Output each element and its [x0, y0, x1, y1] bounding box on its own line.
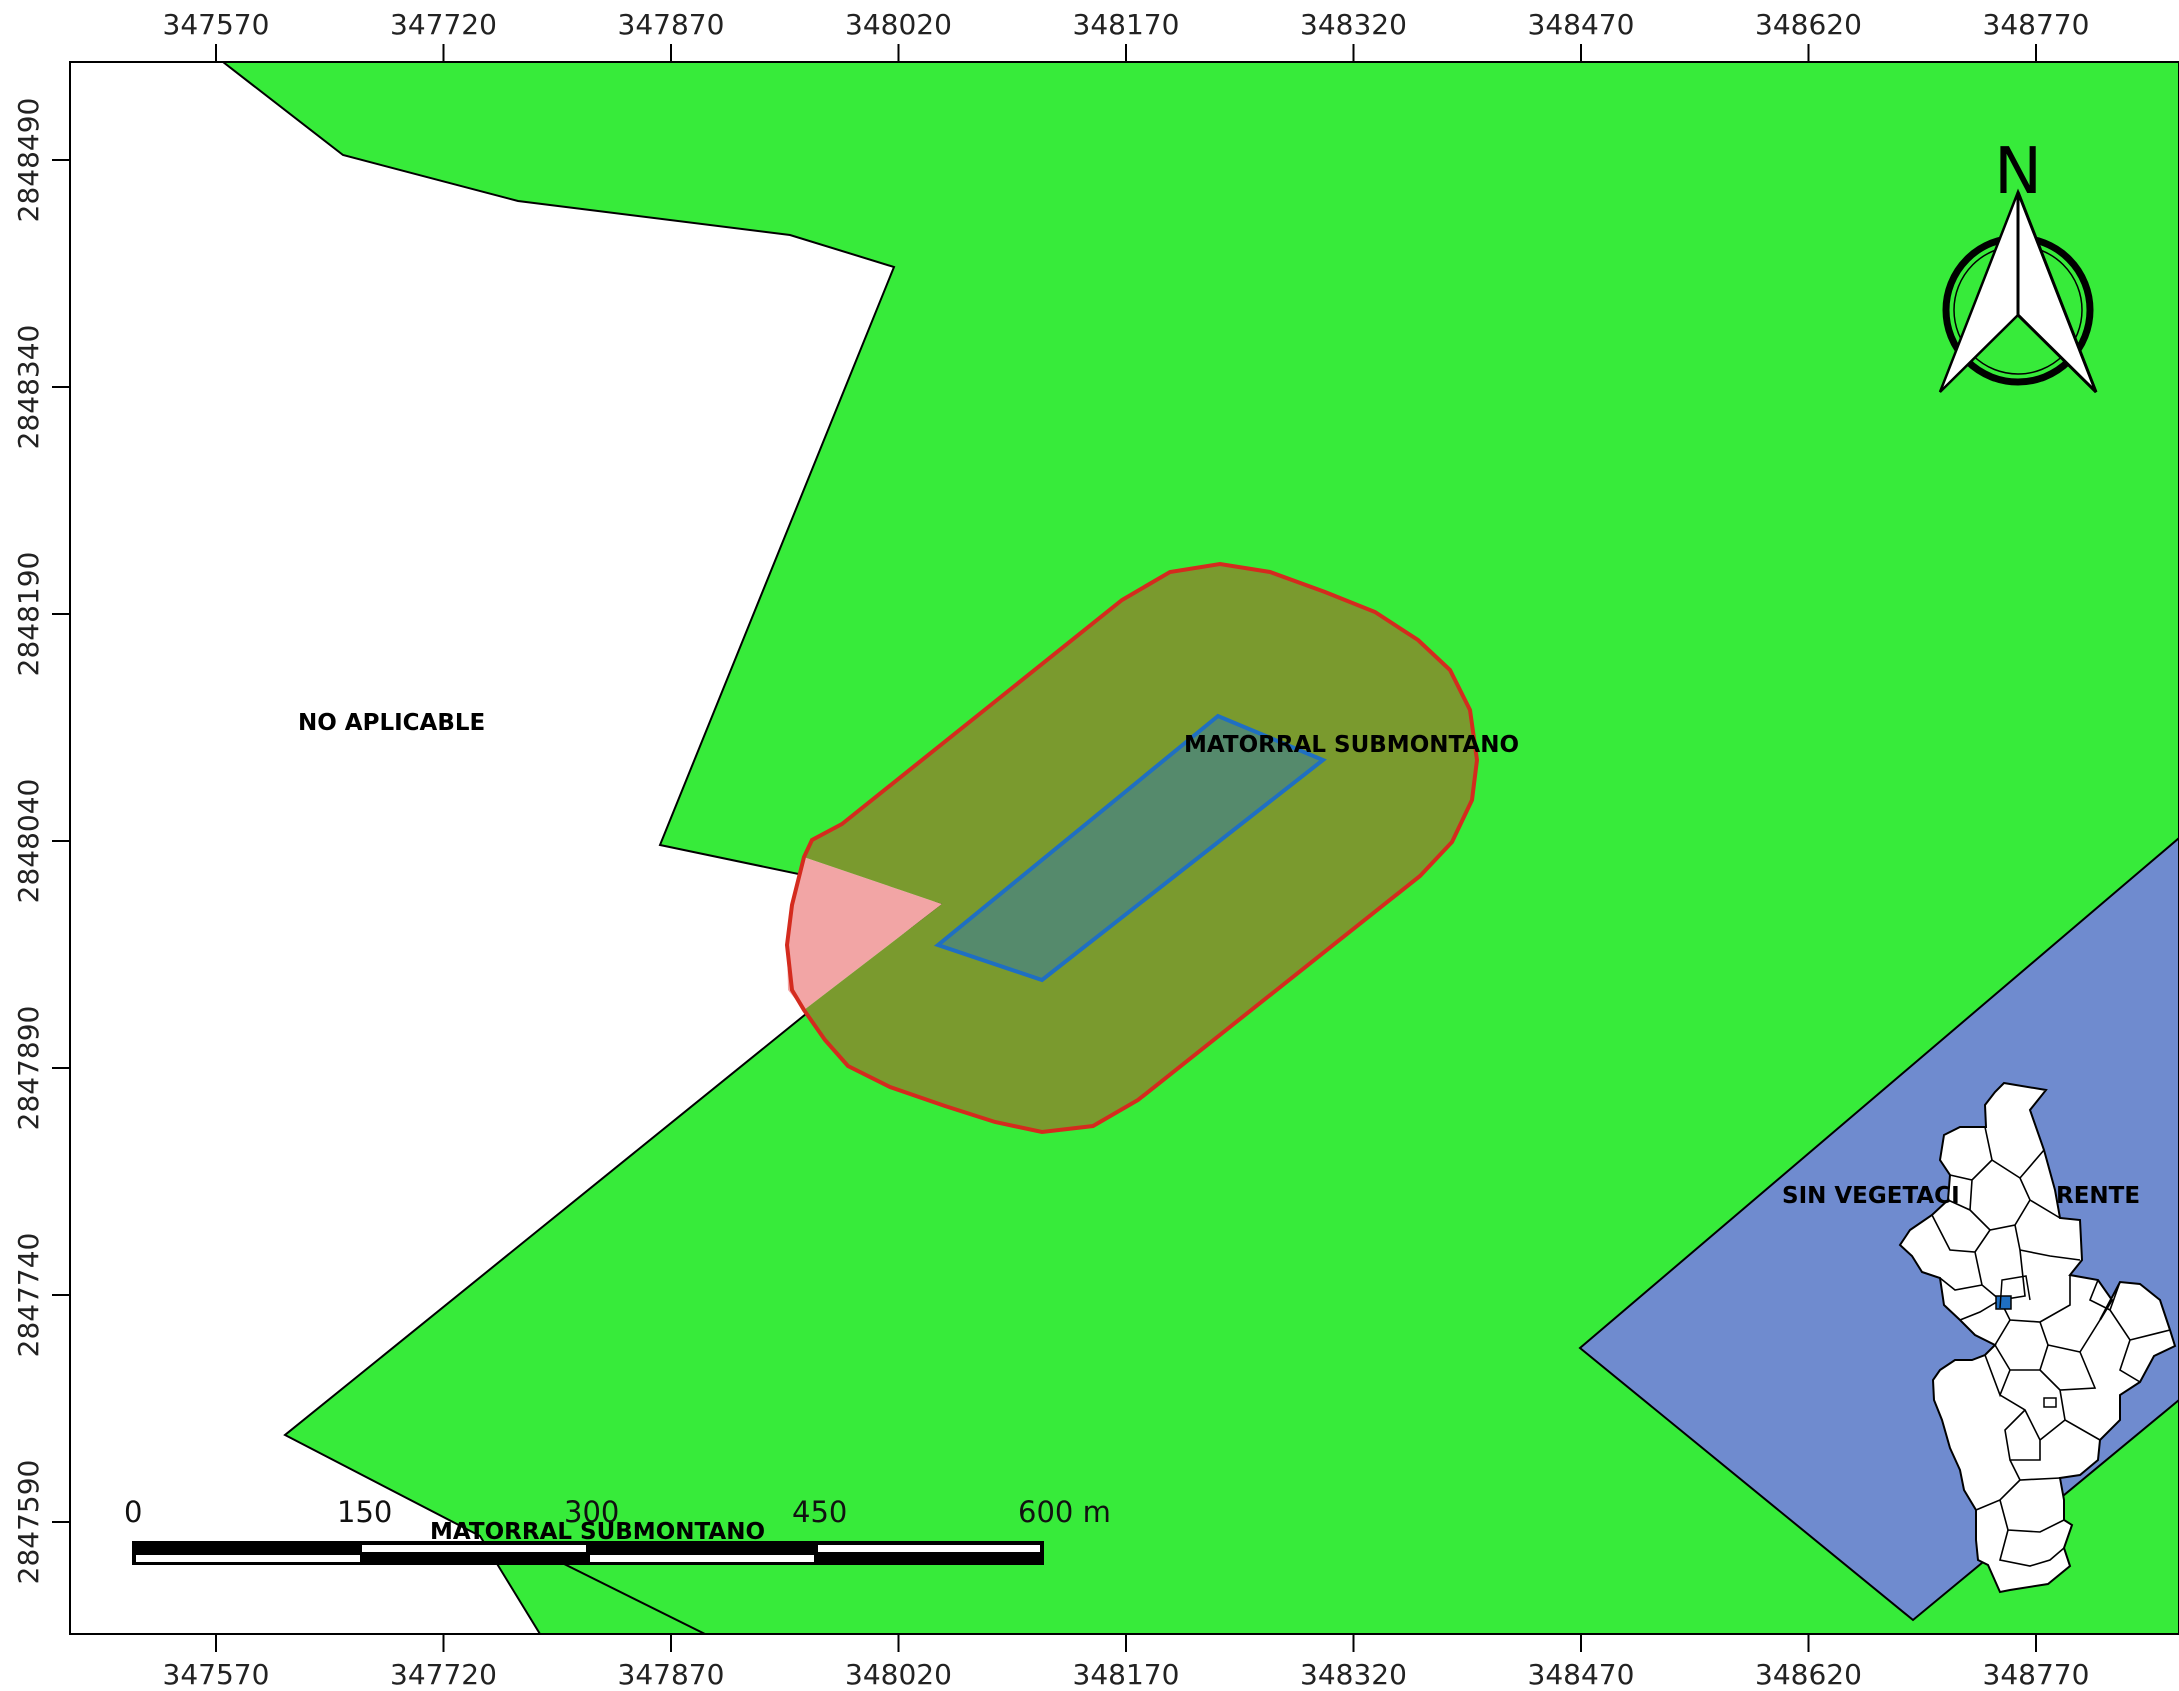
x-tick-bottom-label: 348470: [1528, 1658, 1635, 1691]
y-tick-label: 2847740: [12, 1233, 45, 1358]
x-tick-top-label: 347870: [618, 8, 725, 41]
y-tick-label: 2848340: [12, 325, 45, 450]
map-frame: [69, 61, 2179, 1635]
scale-label-0: 0: [124, 1495, 142, 1529]
x-tick-top-label: 347570: [163, 8, 270, 41]
north-arrow-outline: [1938, 188, 2098, 393]
y-tick-label: 2848040: [12, 779, 45, 904]
inset-small-square: [2043, 1397, 2057, 1408]
north-arrow-letter: N: [1994, 135, 2042, 209]
scale-label-300: 300: [564, 1495, 619, 1529]
x-tick-top-label: 348470: [1528, 8, 1635, 41]
x-tick-bottom-label: 348170: [1073, 1658, 1180, 1691]
x-tick-top-label: 348770: [1983, 8, 2090, 41]
bottom-boundary-line: [539, 1551, 706, 1634]
y-tick-label: 2848490: [12, 98, 45, 223]
zone-label-matorral-center: MATORRAL SUBMONTANO: [1184, 732, 1519, 758]
zone-label-sin-vegetacion-left: SIN VEGETACI: [1782, 1183, 1960, 1209]
buffer-outside-area: [787, 857, 942, 1010]
scale-label-450: 450: [792, 1495, 847, 1529]
x-tick-bottom-label: 348770: [1983, 1658, 2090, 1691]
y-tick-label: 2847590: [12, 1460, 45, 1585]
project-polygon: [933, 713, 1327, 983]
scale-bar-segment-2-upper: [362, 1545, 586, 1552]
zone-label-sin-vegetacion-right: RENTE: [2056, 1183, 2140, 1209]
x-tick-top-label: 348320: [1300, 8, 1407, 41]
scale-label-600: 600 m: [1018, 1495, 1111, 1529]
north-arrow: N: [1938, 135, 2098, 394]
inset-locator-map: [1898, 1081, 2177, 1594]
y-tick-label: 2848190: [12, 552, 45, 677]
zone-label-matorral-bottom: MATORRAL SUBMONTANO: [430, 1519, 765, 1545]
x-tick-top-label: 348620: [1755, 8, 1862, 41]
x-tick-top-label: 347720: [390, 8, 497, 41]
x-tick-bottom-label: 347720: [390, 1658, 497, 1691]
inset-location-marker: [1995, 1295, 2012, 1310]
scale-bar-segment-3-lower: [590, 1555, 814, 1562]
scale-bar-segment-4-upper: [818, 1545, 1040, 1552]
x-axis-bottom: 347570 347720 347870 348020 348170 348320 3484…: [163, 1634, 2090, 1691]
scale-bar: 0 150 300 450 600 m: [124, 1495, 1111, 1565]
x-tick-bottom-label: 347570: [163, 1658, 270, 1691]
x-tick-top-label: 348020: [845, 8, 952, 41]
scale-label-150: 150: [337, 1495, 392, 1529]
x-tick-bottom-label: 348320: [1300, 1658, 1407, 1691]
buffer-outline: [784, 561, 1480, 1135]
x-tick-bottom-label: 348620: [1755, 1658, 1862, 1691]
scale-bar-segment-1-lower: [136, 1555, 360, 1562]
x-axis-top: 347570 347720 347870 348020 348170 348320 3484…: [163, 8, 2090, 62]
y-axis-left: 2848490 2848340 2848190 2848040 2847890 28477…: [12, 98, 70, 1585]
inset-municipal-lines: [1931, 1126, 2171, 1567]
inset-metro-lines: [1999, 1275, 2031, 1309]
x-tick-top-label: 348170: [1073, 8, 1180, 41]
x-tick-bottom-label: 348020: [845, 1658, 952, 1691]
x-tick-bottom-label: 347870: [618, 1658, 725, 1691]
zone-label-no-aplicable: NO APLICABLE: [298, 710, 485, 736]
y-tick-label: 2847890: [12, 1006, 45, 1131]
